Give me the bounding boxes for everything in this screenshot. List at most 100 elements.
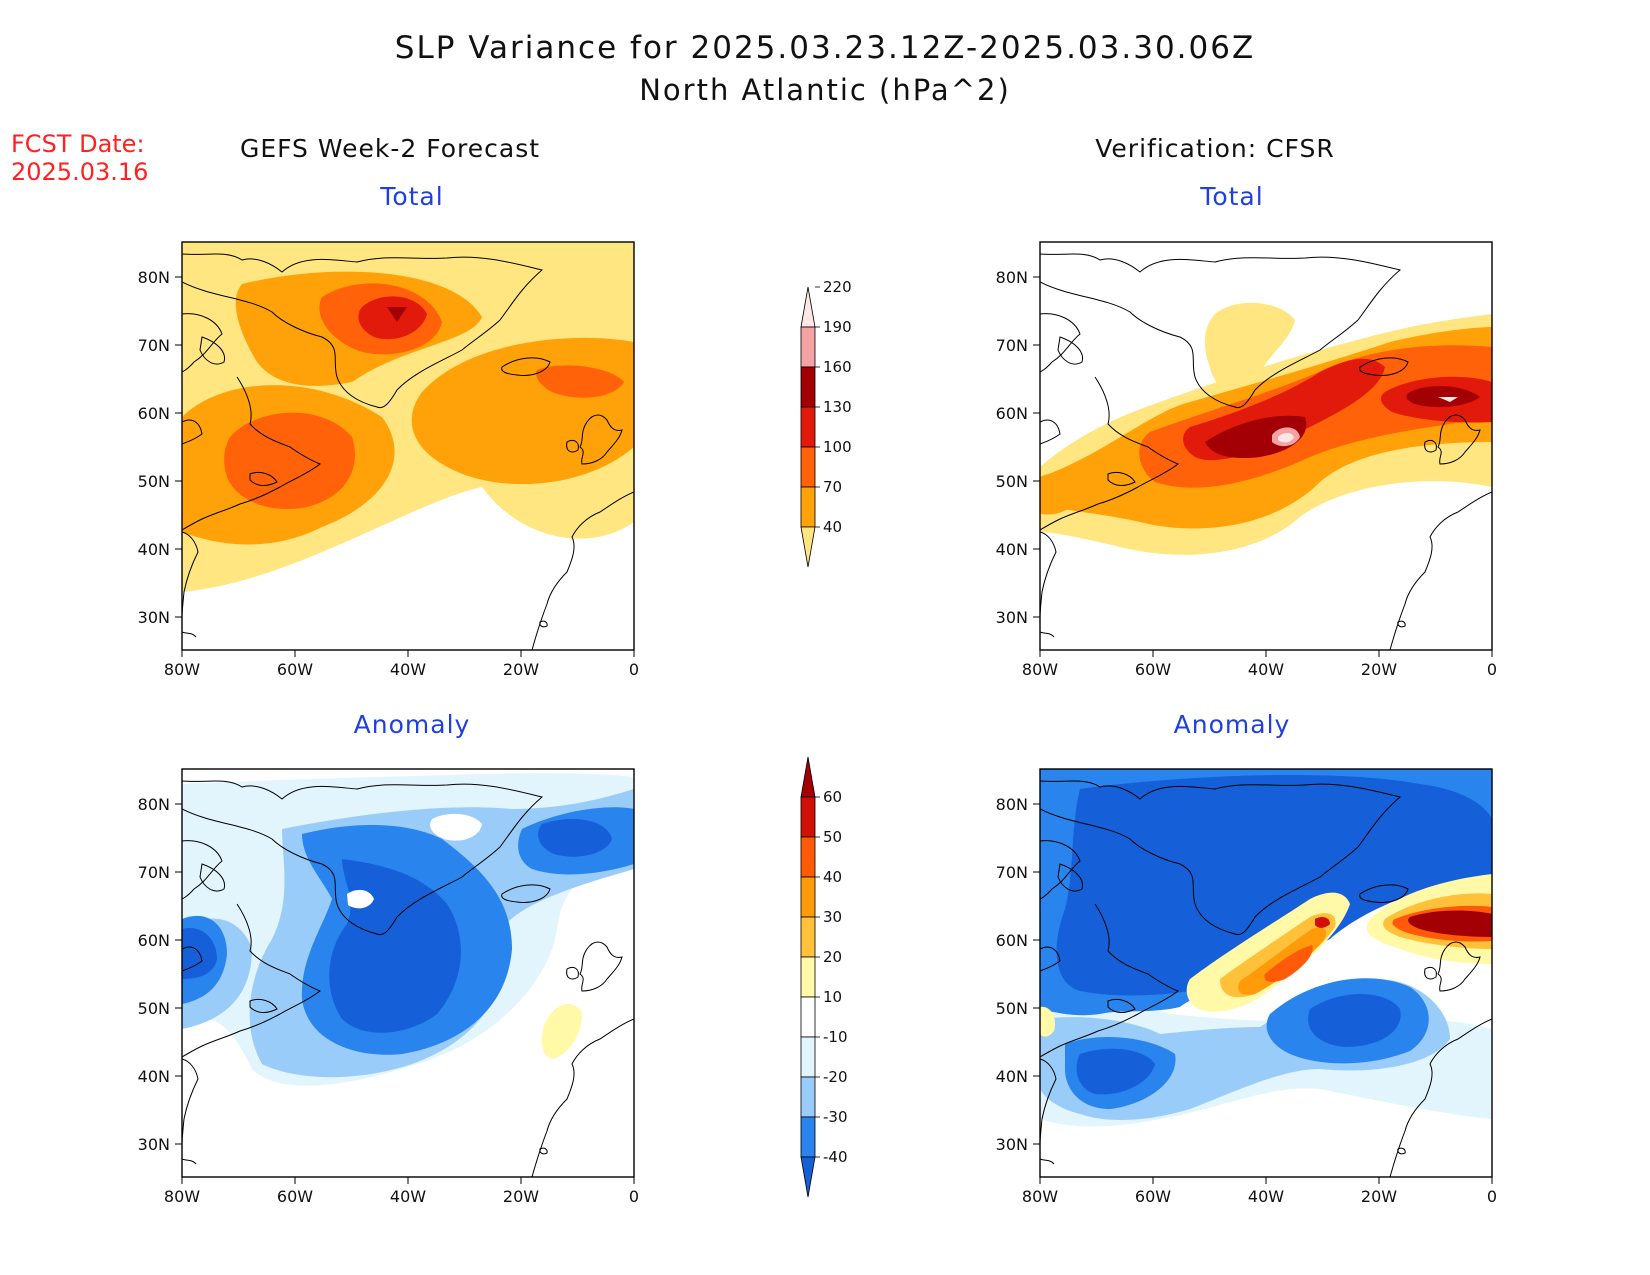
anomaly-colorbar-level-label: 30 xyxy=(823,908,842,926)
lat-tick-label: 50N xyxy=(138,999,170,1018)
verification-anomaly-coastlines xyxy=(1040,780,1492,1177)
forecast-total-shading xyxy=(182,242,634,650)
verification-anomaly-panel: 80N 70N 60N 50N 40N 30N 80W 60W 40W 20W 0 xyxy=(996,768,1497,1206)
total-colorbar-level-label: 130 xyxy=(823,398,852,416)
anomaly-colorbar-segment xyxy=(800,796,816,838)
forecast-anomaly-label: Anomaly xyxy=(353,710,471,739)
lon-tick-label: 60W xyxy=(277,660,313,679)
lon-tick-label: 80W xyxy=(164,660,200,679)
anomaly-colorbar-level-label: 20 xyxy=(823,948,842,966)
total-colorbar-top-triangle xyxy=(800,286,816,328)
main-title: SLP Variance for 2025.03.23.12Z-2025.03.… xyxy=(394,30,1256,66)
total-colorbar-level-label: 40 xyxy=(823,518,842,536)
total-colorbar-segment xyxy=(800,366,816,408)
fcst-date-value: 2025.03.16 xyxy=(11,158,149,186)
lon-tick-label: 60W xyxy=(277,1187,313,1206)
lon-tick-label: 0 xyxy=(1487,660,1497,679)
lat-tick-label: 30N xyxy=(996,1135,1028,1154)
lat-tick-label: 40N xyxy=(138,1067,170,1086)
total-colorbar-segment xyxy=(800,486,816,528)
total-colorbar-segment xyxy=(800,326,816,368)
lat-tick-label: 80N xyxy=(996,268,1028,287)
lon-tick-label: 40W xyxy=(1248,1187,1284,1206)
forecast-total-coastlines xyxy=(182,253,634,650)
lat-tick-label: 60N xyxy=(138,404,170,423)
verification-column-title: Verification: CFSR xyxy=(1095,134,1335,163)
anomaly-colorbar-segment xyxy=(800,1036,816,1078)
lon-tick-label: 20W xyxy=(503,1187,539,1206)
anomaly-colorbar-level-label: -40 xyxy=(823,1148,848,1166)
forecast-anomaly-shading xyxy=(182,769,634,1177)
anomaly-colorbar-segment xyxy=(800,836,816,878)
forecast-total-label: Total xyxy=(380,182,444,211)
total-colorbar-level-label: 100 xyxy=(823,438,852,456)
lat-tick-label: 40N xyxy=(996,540,1028,559)
total-colorbar-segment xyxy=(800,406,816,448)
anomaly-colorbar-bottom-triangle xyxy=(800,1156,816,1198)
forecast-total-panel: 80N 70N 60N 50N 40N 30N 80W 60W 40W 20W 0 xyxy=(138,241,639,679)
lon-tick-label: 20W xyxy=(503,660,539,679)
lon-tick-label: 80W xyxy=(1022,660,1058,679)
anomaly-colorbar-segment xyxy=(800,996,816,1038)
anomaly-colorbar: -40 -30 -20 -10 10 20 30 40 50 60 xyxy=(800,756,848,1198)
lat-tick-label: 60N xyxy=(996,931,1028,950)
lon-tick-label: 40W xyxy=(1248,660,1284,679)
fcst-date-label: FCST Date: xyxy=(11,130,145,158)
lat-tick-label: 70N xyxy=(138,336,170,355)
lat-tick-label: 70N xyxy=(996,863,1028,882)
lat-tick-label: 80N xyxy=(138,268,170,287)
anomaly-colorbar-level-label: 60 xyxy=(823,788,842,806)
anomaly-colorbar-segment xyxy=(800,1076,816,1118)
lat-tick-label: 60N xyxy=(138,931,170,950)
lon-tick-label: 0 xyxy=(629,1187,639,1206)
lon-tick-label: 0 xyxy=(1487,1187,1497,1206)
verification-anomaly-shading xyxy=(1040,769,1492,1177)
total-colorbar-level-label: 220 xyxy=(823,278,852,296)
anomaly-colorbar-segment xyxy=(800,1116,816,1158)
total-colorbar-level-label: 160 xyxy=(823,358,852,376)
lat-tick-label: 50N xyxy=(138,472,170,491)
total-colorbar-bottom-triangle xyxy=(800,526,816,568)
anomaly-colorbar-level-label: -30 xyxy=(823,1108,848,1126)
forecast-anomaly-panel: 80N 70N 60N 50N 40N 30N 80W 60W 40W 20W 0 xyxy=(138,768,639,1206)
lat-tick-label: 70N xyxy=(996,336,1028,355)
lon-tick-label: 60W xyxy=(1135,1187,1171,1206)
lat-tick-label: 60N xyxy=(996,404,1028,423)
anomaly-colorbar-level-label: 10 xyxy=(823,988,842,1006)
verification-total-label: Total xyxy=(1200,182,1264,211)
lat-tick-label: 80N xyxy=(138,795,170,814)
lat-tick-label: 80N xyxy=(996,795,1028,814)
lon-tick-label: 0 xyxy=(629,660,639,679)
forecast-column-title: GEFS Week-2 Forecast xyxy=(239,134,541,163)
verification-total-coastlines xyxy=(1040,253,1492,650)
lon-tick-label: 80W xyxy=(1022,1187,1058,1206)
lat-tick-label: 30N xyxy=(996,608,1028,627)
lat-tick-label: 30N xyxy=(138,1135,170,1154)
anomaly-colorbar-segment xyxy=(800,916,816,958)
lat-tick-label: 50N xyxy=(996,472,1028,491)
verification-anomaly-label: Anomaly xyxy=(1173,710,1291,739)
lon-tick-label: 40W xyxy=(390,660,426,679)
anomaly-colorbar-segment xyxy=(800,956,816,998)
lat-tick-label: 50N xyxy=(996,999,1028,1018)
verification-total-panel: 80N 70N 60N 50N 40N 30N 80W 60W 40W 20W 0 xyxy=(996,241,1497,679)
anomaly-colorbar-level-label: 40 xyxy=(823,868,842,886)
anomaly-colorbar-level-label: 50 xyxy=(823,828,842,846)
total-colorbar-level-label: 70 xyxy=(823,478,842,496)
lat-tick-label: 30N xyxy=(138,608,170,627)
anomaly-colorbar-level-label: -10 xyxy=(823,1028,848,1046)
main-subtitle: North Atlantic (hPa^2) xyxy=(639,73,1011,107)
lat-tick-label: 40N xyxy=(138,540,170,559)
anomaly-colorbar-segment xyxy=(800,876,816,918)
total-colorbar-level-label: 190 xyxy=(823,318,852,336)
lon-tick-label: 60W xyxy=(1135,660,1171,679)
verification-total-shading xyxy=(1040,242,1492,650)
lat-tick-label: 40N xyxy=(996,1067,1028,1086)
total-colorbar-segment xyxy=(800,446,816,488)
lon-tick-label: 20W xyxy=(1361,1187,1397,1206)
anomaly-colorbar-top-triangle xyxy=(800,756,816,798)
lon-tick-label: 20W xyxy=(1361,660,1397,679)
lon-tick-label: 40W xyxy=(390,1187,426,1206)
